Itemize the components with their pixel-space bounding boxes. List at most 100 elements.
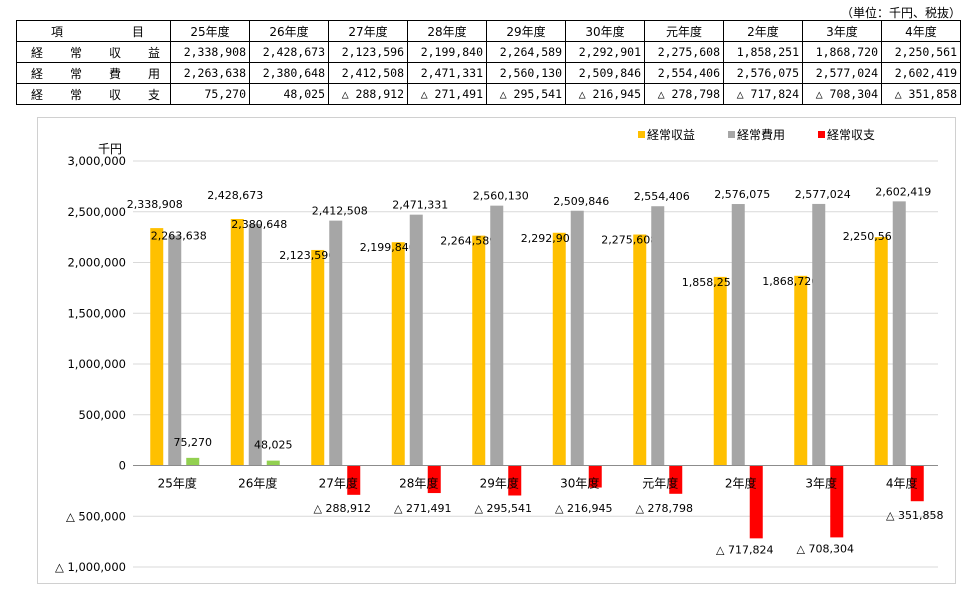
row-label: 経 常 費 用 <box>16 62 171 84</box>
table-cell: △ 351,858 <box>881 83 961 105</box>
table-column-header: 27年度 <box>328 20 408 42</box>
data-label: 2,250,561 <box>843 230 899 243</box>
table-corner-label: 項 目 <box>16 20 171 42</box>
data-label: 1,868,720 <box>762 275 818 288</box>
x-tick-label: 30年度 <box>560 476 599 491</box>
table-cell: △ 708,304 <box>802 83 882 105</box>
x-tick-label: 元年度 <box>642 476 678 491</box>
bar-revenue <box>472 235 486 466</box>
bar-revenue <box>230 218 244 466</box>
bar-revenue <box>794 275 808 466</box>
bar-expense <box>812 203 826 466</box>
data-label: 2,471,331 <box>392 199 448 212</box>
bar-chart: △ 1,000,000 △ 500,000 0 500,000 1,000,000 1,5… <box>55 127 944 574</box>
bar-balance <box>749 465 763 539</box>
y-axis-unit-label: 千円 <box>98 142 122 156</box>
bar-expense <box>570 210 584 466</box>
bar-expense <box>651 206 665 466</box>
y-tick-label: 3,000,000 <box>67 154 126 168</box>
data-label: 2,199,840 <box>360 241 416 254</box>
table-cell: 2,509,846 <box>565 62 645 84</box>
table-cell: 2,577,024 <box>802 62 882 84</box>
table-cell: 2,380,648 <box>249 62 329 84</box>
table-cell: △ 271,491 <box>407 83 487 105</box>
table-cell: △ 717,824 <box>723 83 803 105</box>
table-cell: 2,264,589 <box>486 41 566 63</box>
legend-swatch <box>638 131 645 138</box>
data-label: 2,123,596 <box>279 249 335 262</box>
legend-label: 経常収支 <box>827 128 875 142</box>
data-label: △ 708,304 <box>797 542 854 555</box>
table-header-row: 項 目 25年度 26年度 27年度 28年度 29年度 30年度 元年度 2年… <box>16 20 961 42</box>
data-label: △ 295,541 <box>475 502 532 515</box>
table-column-header: 30年度 <box>565 20 645 42</box>
table-cell: △ 216,945 <box>565 83 645 105</box>
bar-expense <box>409 214 423 466</box>
data-label: 2,560,130 <box>473 190 529 203</box>
bar-balance <box>266 460 280 466</box>
data-label: 2,554,406 <box>634 190 690 203</box>
bar-revenue <box>633 234 647 466</box>
table-column-header: 26年度 <box>249 20 329 42</box>
y-tick-label: 500,000 <box>78 408 126 422</box>
data-label: 2,275,608 <box>601 234 657 247</box>
table-cell: 2,554,406 <box>644 62 724 84</box>
bar-balance <box>186 457 200 466</box>
bar-expense <box>490 205 504 466</box>
data-label: △ 216,945 <box>555 502 612 515</box>
table-cell: 2,250,561 <box>881 41 961 63</box>
data-label: △ 288,912 <box>314 502 371 515</box>
data-label: 2,380,648 <box>231 218 287 231</box>
bar-expense <box>168 235 182 466</box>
bar-balance <box>669 465 683 494</box>
table-cell: 2,602,419 <box>881 62 961 84</box>
legend-swatch <box>728 131 735 138</box>
bar-revenue <box>311 249 325 466</box>
bar-revenue <box>874 237 888 466</box>
data-label: △ 717,824 <box>716 543 773 556</box>
y-tick-label: 2,500,000 <box>67 205 126 219</box>
table-cell: 2,560,130 <box>486 62 566 84</box>
bar-revenue <box>150 228 164 466</box>
data-label: 75,270 <box>174 436 213 449</box>
table-cell: 2,576,075 <box>723 62 803 84</box>
bar-revenue <box>391 242 405 466</box>
table-column-header: 29年度 <box>486 20 566 42</box>
table-cell: 2,275,608 <box>644 41 724 63</box>
table-column-header: 3年度 <box>802 20 882 42</box>
x-tick-label: 27年度 <box>319 476 358 491</box>
y-tick-label: △ 500,000 <box>66 509 126 523</box>
bar-balance <box>508 465 522 496</box>
y-tick-label: 1,500,000 <box>67 306 126 320</box>
data-label: 2,292,901 <box>521 232 577 245</box>
x-tick-label: 2年度 <box>725 476 757 491</box>
y-tick-label: △ 1,000,000 <box>55 560 126 574</box>
table-column-header: 元年度 <box>644 20 724 42</box>
table-cell: 2,199,840 <box>407 41 487 63</box>
table-row-expense: 経 常 費 用 2,263,638 2,380,648 2,412,508 2,… <box>16 62 961 84</box>
table-column-header: 25年度 <box>170 20 250 42</box>
data-label: 1,858,251 <box>682 276 738 289</box>
data-label: 2,428,673 <box>207 189 263 202</box>
table-cell: 2,292,901 <box>565 41 645 63</box>
bar-revenue <box>713 276 727 466</box>
y-tick-label: 0 <box>119 459 126 473</box>
data-label: 2,509,846 <box>553 195 609 208</box>
table-cell: 2,123,596 <box>328 41 408 63</box>
data-label: 2,577,024 <box>795 188 851 201</box>
table-column-header: 2年度 <box>723 20 803 42</box>
chart-area: △ 1,000,000 △ 500,000 0 500,000 1,000,000 1,5… <box>37 117 956 584</box>
data-label: △ 351,858 <box>886 509 943 522</box>
table-row-revenue: 経 常 収 益 2,338,908 2,428,673 2,123,596 2,… <box>16 41 961 63</box>
x-tick-label: 28年度 <box>399 476 438 491</box>
table-cell: △ 288,912 <box>328 83 408 105</box>
bar-expense <box>329 220 343 466</box>
table-cell: 2,412,508 <box>328 62 408 84</box>
data-label: △ 278,798 <box>636 502 693 515</box>
bar-revenue <box>552 232 566 466</box>
x-tick-label: 3年度 <box>805 476 837 491</box>
table-cell: 2,471,331 <box>407 62 487 84</box>
x-tick-label: 4年度 <box>886 476 918 491</box>
table-cell: 2,263,638 <box>170 62 250 84</box>
table-cell: △ 295,541 <box>486 83 566 105</box>
